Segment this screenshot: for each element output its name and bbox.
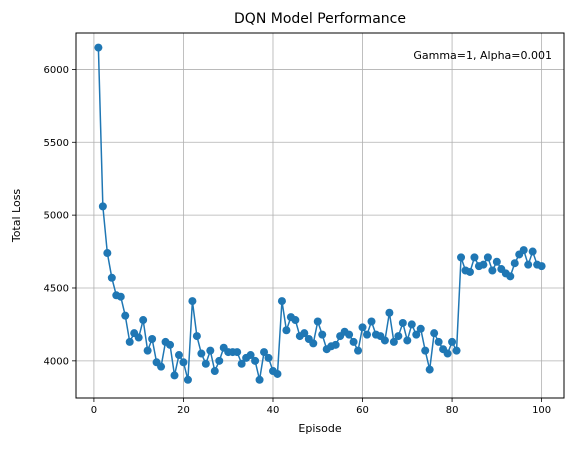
data-point xyxy=(273,369,282,378)
data-point xyxy=(260,348,269,357)
chart-title: DQN Model Performance xyxy=(234,11,406,27)
data-point xyxy=(425,365,434,374)
data-point xyxy=(318,330,327,339)
data-point xyxy=(479,260,488,269)
data-point xyxy=(430,329,439,338)
data-point xyxy=(349,337,358,346)
x-axis-label: Episode xyxy=(298,422,341,435)
data-point xyxy=(488,266,497,275)
data-point xyxy=(394,332,403,341)
data-point xyxy=(210,367,219,376)
data-point xyxy=(443,349,452,358)
data-point xyxy=(148,334,157,343)
data-point xyxy=(465,267,474,276)
data-point xyxy=(407,320,416,329)
data-point xyxy=(188,297,197,306)
axis-ticks: 0 20 40 60 80 100 4000 4500 5000 5500 6000 xyxy=(44,65,552,416)
data-point xyxy=(300,329,309,338)
x-tick-label: 20 xyxy=(177,405,190,416)
data-point xyxy=(457,253,466,262)
data-point xyxy=(277,297,286,306)
x-tick-label: 80 xyxy=(446,405,459,416)
data-point xyxy=(251,356,260,365)
data-point xyxy=(246,351,255,360)
data-point xyxy=(452,346,461,355)
data-point xyxy=(201,359,210,368)
data-point xyxy=(134,333,143,342)
chart-annotation: Gamma=1, Alpha=0.001 xyxy=(413,49,552,62)
data-point xyxy=(107,273,116,282)
data-point xyxy=(506,272,515,281)
data-point xyxy=(358,323,367,332)
data-point xyxy=(367,317,376,326)
y-tick-label: 5000 xyxy=(44,211,69,222)
data-point xyxy=(179,358,188,367)
series-layer xyxy=(94,43,546,384)
data-point xyxy=(192,332,201,341)
data-point xyxy=(354,346,363,355)
data-point xyxy=(385,308,394,317)
data-point xyxy=(174,351,183,360)
data-point xyxy=(398,318,407,327)
data-point xyxy=(380,336,389,345)
data-point xyxy=(166,340,175,349)
data-point xyxy=(143,346,152,355)
data-point xyxy=(421,346,430,355)
data-point xyxy=(183,375,192,384)
data-point xyxy=(116,292,125,301)
data-point xyxy=(309,339,318,348)
data-point xyxy=(389,337,398,346)
data-point xyxy=(125,337,134,346)
x-tick-label: 40 xyxy=(267,405,280,416)
data-point xyxy=(313,317,322,326)
data-point xyxy=(345,330,354,339)
y-axis-label: Total Loss xyxy=(10,189,23,244)
data-point xyxy=(403,336,412,345)
y-tick-label: 4000 xyxy=(44,356,69,367)
data-point xyxy=(170,371,179,380)
x-tick-label: 60 xyxy=(356,405,369,416)
data-point xyxy=(331,340,340,349)
data-point xyxy=(139,316,148,325)
data-point xyxy=(215,356,224,365)
data-point xyxy=(94,43,103,52)
y-tick-label: 4500 xyxy=(44,283,69,294)
data-point xyxy=(255,375,264,384)
data-point xyxy=(121,311,130,320)
data-point xyxy=(98,202,107,211)
data-point xyxy=(291,316,300,325)
data-point xyxy=(448,337,457,346)
data-point xyxy=(416,324,425,333)
data-point xyxy=(157,362,166,371)
data-point xyxy=(206,346,215,355)
data-point xyxy=(363,330,372,339)
data-point xyxy=(483,253,492,262)
data-point xyxy=(524,260,533,269)
y-tick-label: 6000 xyxy=(44,65,69,76)
data-point xyxy=(264,353,273,362)
data-point xyxy=(537,262,546,271)
data-point xyxy=(434,337,443,346)
y-tick-label: 5500 xyxy=(44,138,69,149)
data-point xyxy=(470,253,479,262)
data-point xyxy=(282,326,291,335)
data-point xyxy=(519,246,528,255)
data-point xyxy=(103,249,112,258)
data-point xyxy=(237,359,246,368)
data-point xyxy=(510,259,519,268)
x-tick-label: 100 xyxy=(532,405,551,416)
data-point xyxy=(233,348,242,357)
data-point xyxy=(412,330,421,339)
data-point xyxy=(492,257,501,266)
data-point xyxy=(528,247,537,256)
x-tick-label: 0 xyxy=(91,405,97,416)
data-point xyxy=(197,349,206,358)
